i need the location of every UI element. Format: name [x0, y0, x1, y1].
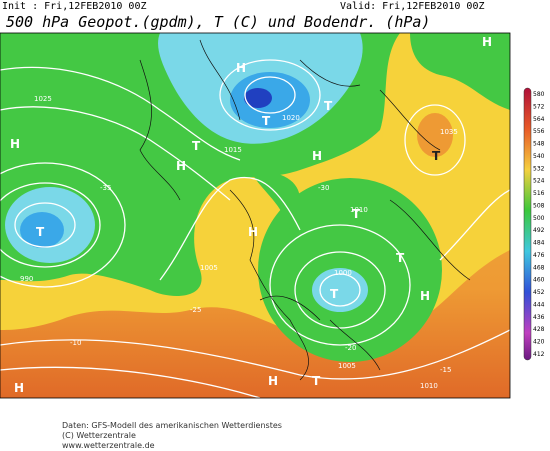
pressure-center: T — [396, 251, 405, 265]
isobar — [219, 59, 321, 131]
pressure-center: H — [420, 289, 430, 303]
color-bar-labels: 580 572 564 556 548 540 532 524 516 508 500 492 484 4… — [533, 91, 545, 358]
isobar-label: 990 — [20, 275, 33, 283]
isobar — [404, 104, 466, 176]
color-bar-label: 540 — [533, 153, 545, 160]
pressure-center: T — [192, 139, 201, 153]
color-bar-label: 508 — [533, 202, 545, 209]
color-bar-label: 476 — [533, 252, 545, 259]
color-bar-label: 436 — [533, 314, 545, 321]
pressure-center: H — [482, 35, 492, 49]
color-bar-label: 412 — [533, 351, 545, 358]
map-frame — [0, 32, 511, 399]
isobar-label: -30 — [318, 184, 329, 192]
color-bar-label: 484 — [533, 240, 545, 247]
color-bar-label: 548 — [533, 141, 545, 148]
color-bar-label: 460 — [533, 277, 545, 284]
copyright: (C) Wetterzentrale — [62, 431, 136, 440]
pressure-center: T — [312, 374, 321, 388]
isobar — [0, 106, 231, 201]
green-link — [250, 170, 300, 230]
isobar-label: -20 — [345, 344, 356, 352]
isobar — [269, 224, 411, 346]
isobar-label: 1005 — [200, 264, 218, 272]
data-source: Daten: GFS-Modell des amerikanischen Wet… — [62, 421, 282, 430]
isobar — [159, 176, 301, 281]
init-time: Init : Fri,12FEB2010 00Z — [2, 1, 147, 12]
isobar — [0, 329, 510, 380]
isobar — [439, 189, 510, 261]
isobar-label: 1020 — [282, 114, 300, 122]
isobar-label: 1015 — [224, 146, 242, 154]
pressure-center: T — [262, 114, 271, 128]
coastline — [139, 39, 471, 381]
website: www.wetterzentrale.de — [62, 441, 155, 450]
cold-center-north — [244, 88, 272, 108]
pressure-center: H — [10, 137, 20, 151]
pressure-center: H — [312, 149, 322, 163]
color-bar-label: 532 — [533, 165, 545, 172]
isobar-label: 1025 — [34, 95, 52, 103]
color-bar-label: 444 — [533, 301, 545, 308]
isobar — [0, 162, 126, 288]
color-bar-label: 564 — [533, 116, 545, 123]
isobar-label: 1035 — [440, 128, 458, 136]
color-bar-label: 580 — [533, 91, 545, 98]
isobar — [244, 76, 296, 114]
isobar — [0, 366, 261, 398]
map-area: H H T T H T T H T T H H T T H H T H 1025… — [0, 33, 510, 398]
color-bar-label: 500 — [533, 215, 545, 222]
color-bar-label: 452 — [533, 289, 545, 296]
color-bar — [523, 87, 532, 361]
pressure-center: T — [352, 207, 361, 221]
isobar-label: -15 — [440, 366, 451, 374]
green-field-east — [410, 33, 510, 110]
isobar — [0, 182, 101, 268]
pressure-center: H — [236, 61, 246, 75]
pressure-center: H — [14, 381, 24, 395]
valid-time: Valid: Fri,12FEB2010 00Z — [340, 1, 485, 12]
pressure-center: T — [36, 225, 45, 239]
pressure-center: T — [432, 149, 441, 163]
isobar-label: 1005 — [338, 362, 356, 370]
color-bar-label: 468 — [533, 264, 545, 271]
pressure-center: T — [324, 99, 333, 113]
color-bar-label: 524 — [533, 178, 545, 185]
isobar — [294, 251, 386, 329]
isobar-label: -10 — [70, 339, 81, 347]
isobar-label: 1010 — [350, 206, 368, 214]
isobar-label: 1010 — [420, 382, 438, 390]
pressure-center: H — [248, 225, 258, 239]
isobar — [14, 202, 76, 248]
isobar-label: -35 — [100, 184, 111, 192]
pressure-center: T — [330, 287, 339, 301]
pressure-center: H — [176, 159, 186, 173]
isobar — [319, 273, 361, 307]
pressure-center: H — [268, 374, 278, 388]
map-title: 500 hPa Geopot.(gpdm), T (C) und Bodendr… — [6, 13, 430, 31]
color-bar-label: 492 — [533, 227, 545, 234]
color-bar-label: 420 — [533, 339, 545, 346]
color-bar-label: 516 — [533, 190, 545, 197]
warm-core-east — [417, 113, 453, 157]
color-bar-label: 572 — [533, 103, 545, 110]
isobar-label: 1000 — [334, 269, 352, 277]
isobar-label: -25 — [190, 306, 201, 314]
cold-core-west — [20, 212, 64, 248]
color-bar-label: 428 — [533, 326, 545, 333]
color-bar-label: 556 — [533, 128, 545, 135]
